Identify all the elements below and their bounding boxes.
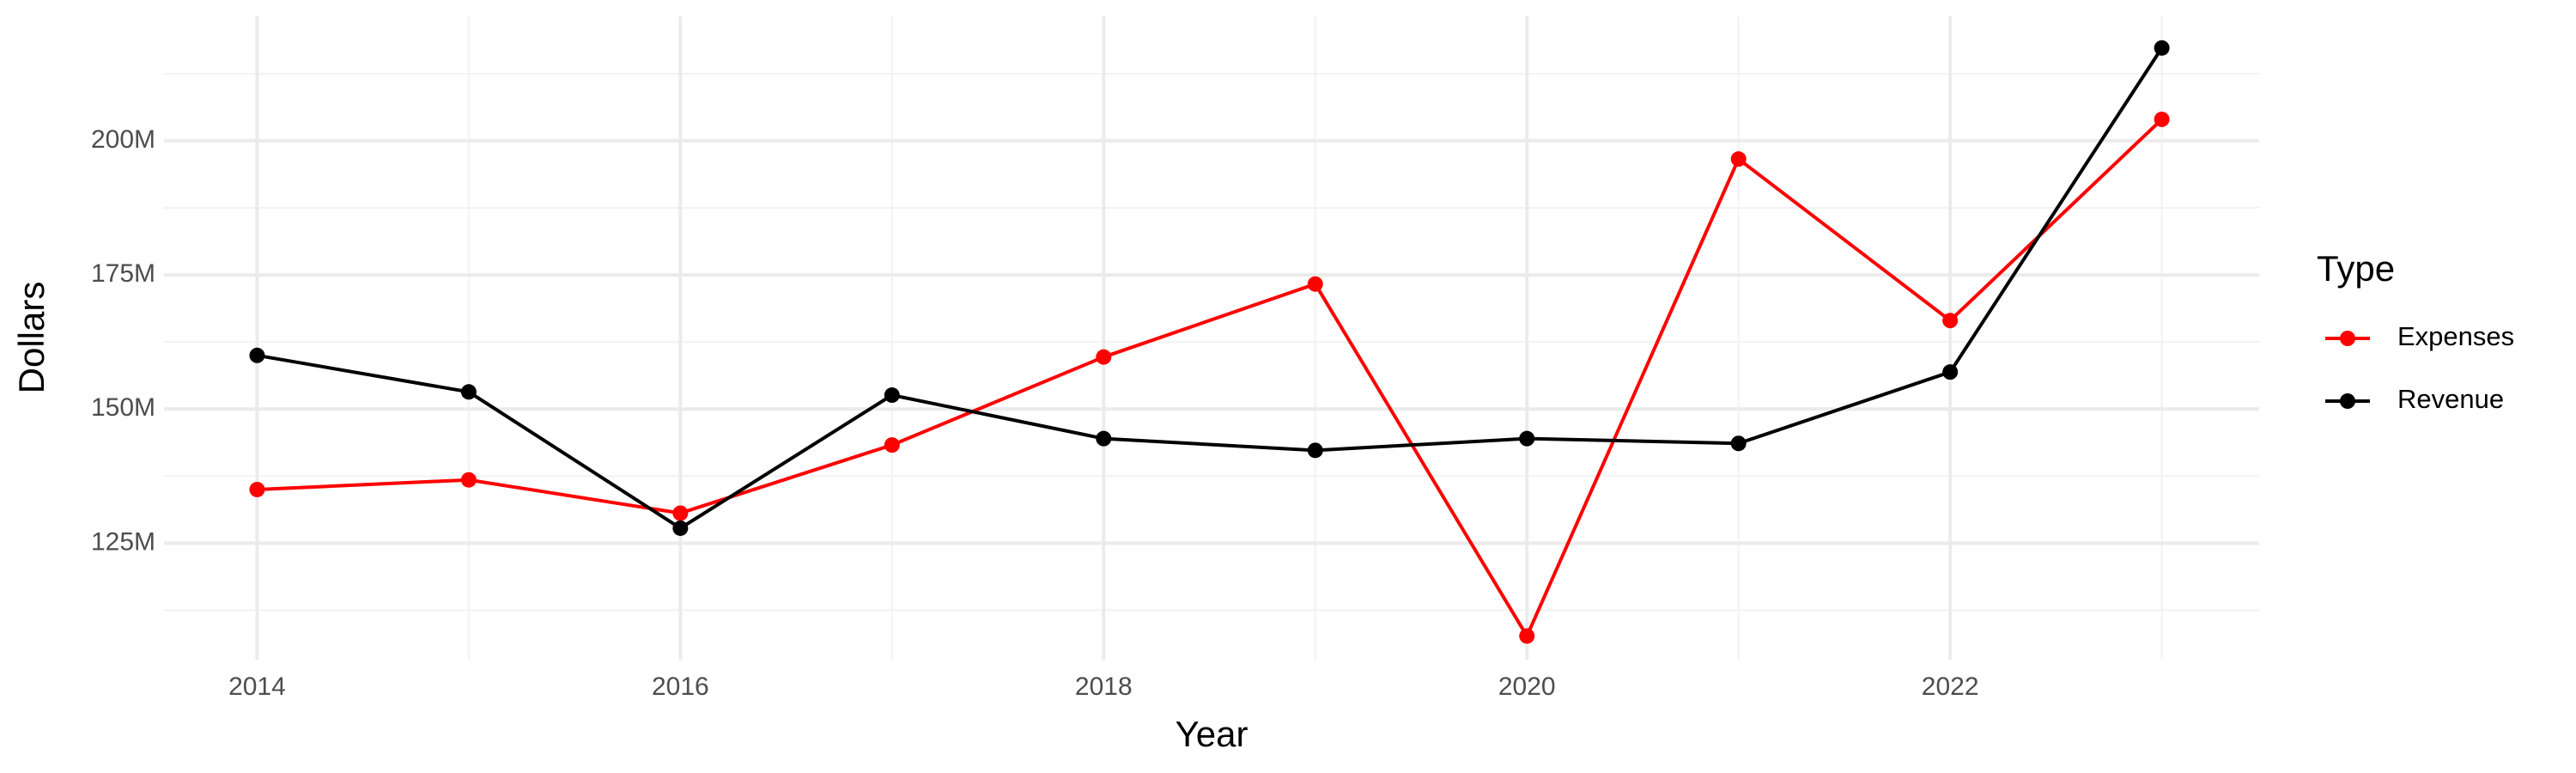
legend-label: Revenue bbox=[2397, 384, 2504, 414]
data-point bbox=[1730, 151, 1747, 167]
legend: Type Expenses Revenue bbox=[2317, 248, 2514, 414]
y-tick-label: 125M bbox=[91, 527, 155, 556]
data-point bbox=[672, 520, 689, 536]
x-tick-label: 2020 bbox=[1498, 673, 1556, 701]
grid bbox=[164, 16, 2259, 660]
plot-area bbox=[249, 40, 2170, 644]
y-tick-label: 150M bbox=[91, 393, 155, 422]
data-point bbox=[1519, 628, 1535, 644]
x-tick-label: 2014 bbox=[228, 673, 286, 701]
data-point bbox=[2154, 111, 2170, 127]
x-tick-label: 2022 bbox=[1922, 673, 1979, 701]
data-point bbox=[460, 384, 477, 400]
series-line bbox=[257, 46, 2164, 531]
x-tick-label: 2016 bbox=[652, 673, 709, 701]
y-axis-title: Dollars bbox=[11, 282, 52, 394]
legend-label: Expenses bbox=[2397, 321, 2514, 351]
x-tick-label: 2018 bbox=[1075, 673, 1133, 701]
legend-key-point bbox=[2340, 331, 2355, 346]
y-tick-label: 200M bbox=[91, 125, 155, 154]
data-point bbox=[1307, 276, 1323, 292]
data-point bbox=[1096, 430, 1112, 447]
legend-title: Type bbox=[2317, 248, 2395, 289]
data-point bbox=[884, 437, 900, 453]
y-tick-label: 175M bbox=[91, 259, 155, 288]
legend-key-point bbox=[2340, 393, 2355, 409]
data-point bbox=[1519, 430, 1535, 447]
data-point bbox=[1942, 364, 1959, 380]
data-point bbox=[249, 347, 265, 363]
data-point bbox=[2154, 40, 2170, 56]
data-point bbox=[1096, 349, 1112, 365]
data-point bbox=[1307, 442, 1323, 459]
x-axis-title: Year bbox=[1176, 714, 1249, 754]
data-point bbox=[884, 387, 900, 404]
data-point bbox=[249, 481, 265, 497]
data-point bbox=[672, 505, 689, 521]
data-point bbox=[460, 472, 477, 488]
series-line bbox=[257, 118, 2164, 640]
data-point bbox=[1942, 313, 1959, 329]
data-point bbox=[1730, 435, 1747, 452]
